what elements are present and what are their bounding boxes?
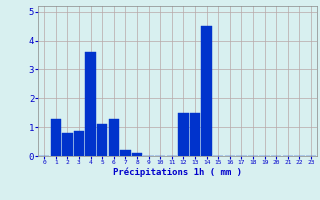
Bar [132, 153, 142, 156]
Bar [85, 52, 96, 156]
Bar [201, 26, 212, 156]
Bar [51, 118, 61, 156]
Bar [74, 131, 84, 156]
Bar [62, 133, 73, 156]
Bar [120, 150, 131, 156]
Bar [97, 124, 108, 156]
Bar [108, 118, 119, 156]
Bar [190, 113, 200, 156]
Bar [178, 113, 188, 156]
X-axis label: Précipitations 1h ( mm ): Précipitations 1h ( mm ) [113, 168, 242, 177]
